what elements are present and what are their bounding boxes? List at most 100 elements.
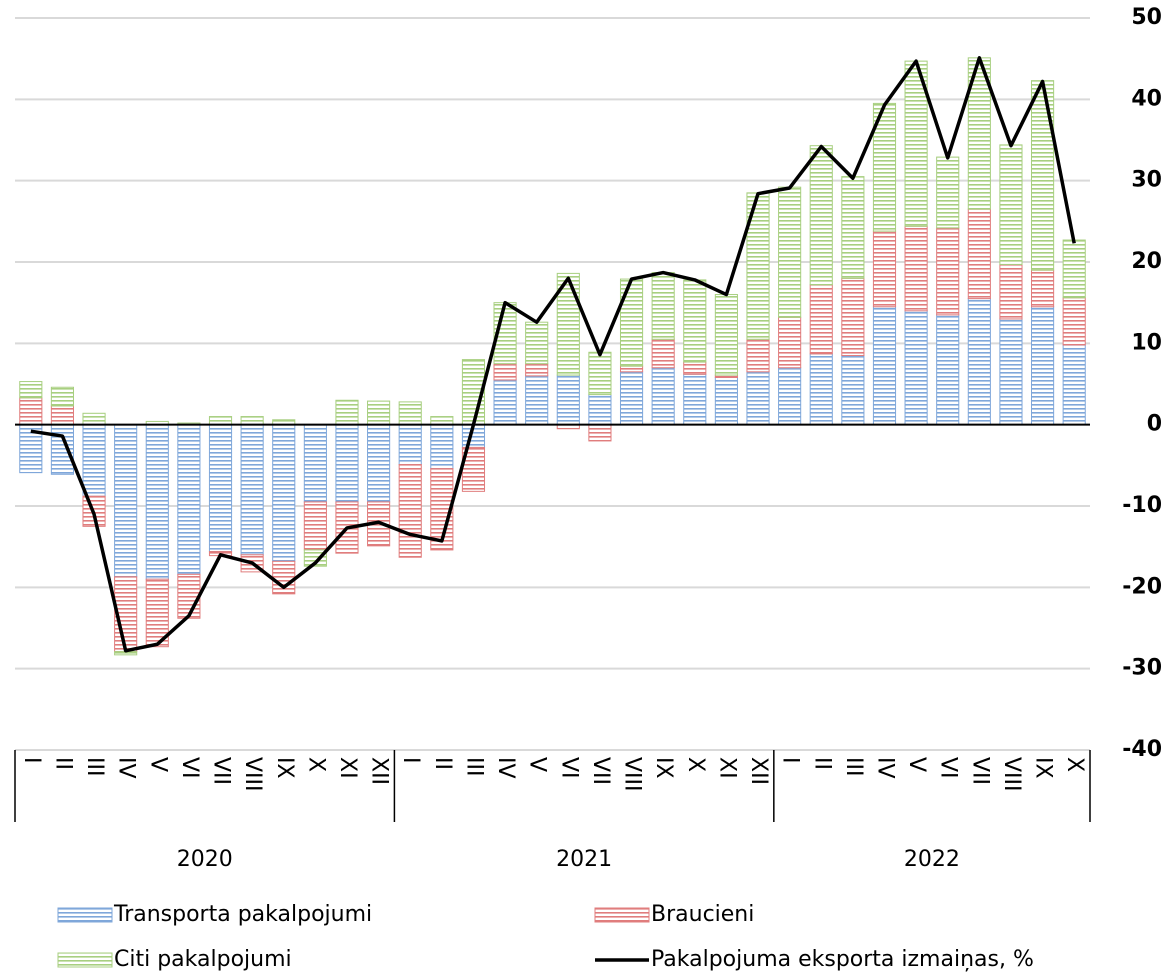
bar: [430, 424, 454, 470]
x-tick-label: VII: [967, 757, 992, 785]
y-tick-label: 20: [1131, 249, 1162, 274]
x-tick-label: V: [145, 757, 170, 772]
x-tick-label: VI: [936, 757, 961, 779]
bar: [936, 227, 960, 316]
y-tick-label: -20: [1122, 574, 1162, 599]
bar: [1062, 239, 1086, 299]
y-tick-label: -10: [1122, 493, 1162, 518]
bar: [936, 314, 960, 426]
bar: [1062, 344, 1086, 426]
legend-swatch: [57, 907, 113, 923]
bar: [398, 464, 422, 558]
bar: [272, 424, 296, 562]
bar: [588, 394, 612, 426]
bar: [999, 263, 1023, 320]
bar: [430, 416, 454, 426]
bar: [493, 363, 517, 381]
x-tick-label: III: [82, 757, 107, 776]
bar: [651, 367, 675, 426]
bar: [145, 424, 169, 580]
bar: [525, 321, 549, 365]
bar: [778, 367, 802, 426]
bar: [936, 156, 960, 229]
bar: [683, 373, 707, 426]
x-tick-label: V: [904, 757, 929, 772]
bar: [82, 424, 106, 497]
bar: [683, 361, 707, 375]
x-tick-label: I: [778, 757, 803, 764]
x-tick-label: III: [461, 757, 486, 776]
bar: [303, 424, 327, 503]
bar: [1031, 306, 1055, 426]
legend-swatch: [57, 952, 113, 968]
x-group-label: 2020: [177, 847, 233, 872]
bar: [1031, 80, 1055, 271]
bar: [651, 272, 675, 340]
bar: [778, 316, 802, 369]
bar: [714, 376, 738, 426]
bar: [19, 381, 43, 399]
x-tick-label: III: [841, 757, 866, 776]
bar: [335, 399, 359, 426]
bar: [714, 294, 738, 376]
y-tick-label: -30: [1122, 656, 1162, 681]
bar: [208, 416, 233, 426]
x-tick-label: IX: [651, 757, 676, 779]
bar: [50, 386, 74, 407]
legend-label: Braucieni: [651, 902, 754, 927]
bar: [493, 379, 517, 426]
bar: [809, 284, 833, 355]
x-tick-label: VII: [588, 757, 613, 785]
y-tick-label: 40: [1131, 86, 1162, 111]
bar: [967, 298, 991, 426]
bar: [398, 401, 422, 426]
x-tick-label: V: [525, 757, 550, 772]
bar: [683, 279, 707, 363]
bar: [872, 306, 897, 426]
bar: [588, 351, 612, 396]
line: [30, 56, 1076, 653]
bar: [841, 355, 865, 426]
bar: [872, 230, 897, 308]
x-tick-label: IV: [493, 757, 518, 779]
bar: [999, 318, 1023, 426]
legend-label: Pakalpojuma eksporta izmaiņas, %: [651, 947, 1034, 972]
y-tick-label: -40: [1122, 737, 1162, 762]
bar: [1062, 297, 1086, 346]
bar: [588, 424, 612, 442]
bar: [303, 501, 327, 551]
x-tick-label: IX: [1031, 757, 1056, 779]
x-tick-label: XI: [714, 757, 739, 779]
bar: [525, 363, 549, 377]
x-tick-label: VI: [556, 757, 581, 779]
x-group-label: 2021: [556, 847, 612, 872]
x-tick-label: II: [809, 757, 834, 770]
bar: [177, 424, 201, 575]
bar: [619, 278, 644, 367]
bar: [746, 338, 770, 373]
bar: [240, 424, 264, 556]
bar: [619, 365, 644, 373]
x-tick-label: IV: [872, 757, 897, 779]
bar: [904, 225, 928, 312]
bar: [177, 573, 201, 619]
legend-label: Citi pakalpojumi: [114, 947, 292, 972]
bar: [240, 416, 264, 426]
bar: [556, 272, 580, 376]
x-tick-label: VII: [209, 757, 234, 785]
legend-label: Transporta pakalpojumi: [113, 902, 372, 927]
bar: [50, 424, 74, 475]
bar: [746, 371, 770, 426]
bar: [619, 371, 644, 426]
bar: [430, 468, 454, 551]
x-tick-label: II: [430, 757, 455, 770]
x-tick-label: X: [683, 757, 708, 772]
legend-swatch: [594, 907, 650, 923]
x-tick-label: XI: [335, 757, 360, 779]
x-tick-label: X: [1062, 757, 1087, 772]
bar: [904, 310, 928, 426]
bar: [50, 405, 74, 426]
x-tick-label: VI: [177, 757, 202, 779]
bar: [367, 424, 391, 503]
bar: [809, 353, 833, 426]
